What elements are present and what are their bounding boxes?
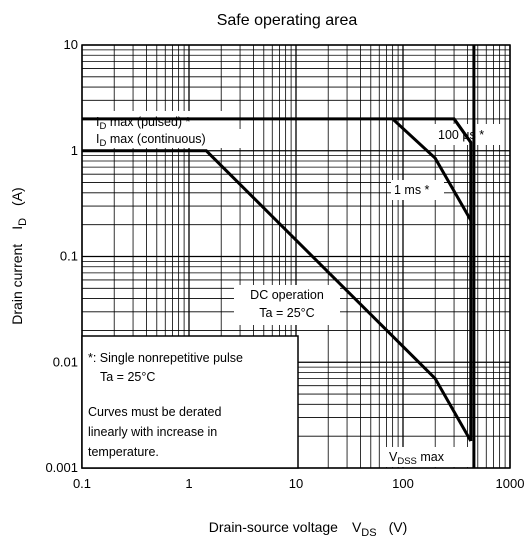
dc-label-box	[234, 285, 340, 325]
x-tick-label: 100	[392, 476, 414, 491]
x-tick-label: 10	[289, 476, 303, 491]
note-line-3: Curves must be derated	[88, 405, 221, 419]
note-line-1: *: Single nonrepetitive pulse	[88, 351, 243, 365]
series-line-1-ms	[391, 117, 473, 222]
pulsed-label-box	[88, 111, 228, 131]
dc-label-line1: DC operation	[250, 288, 324, 302]
y-tick-label: 0.001	[45, 460, 78, 475]
1ms-label-box	[391, 180, 444, 200]
note-line-5: temperature.	[88, 445, 159, 459]
note-line-4: linearly with increase in	[88, 425, 217, 439]
continuous-label: ID max (continuous)	[96, 132, 206, 149]
x-axis-label: Drain-source voltage VDS (V)	[209, 519, 407, 539]
x-tick-labels: 0.1 1 10 100 1000	[73, 476, 525, 491]
note-box-frame	[81, 335, 299, 469]
vdss-label-box	[385, 447, 471, 467]
note-box: *: Single nonrepetitive pulse Ta = 25°C …	[81, 335, 299, 469]
continuous-label-box	[88, 129, 242, 148]
chart-title: Safe operating area	[217, 12, 358, 29]
series-lines	[82, 45, 476, 468]
100us-label-box	[432, 124, 504, 145]
vdss-label: VDSS max	[389, 450, 445, 467]
y-tick-label: 10	[64, 37, 78, 52]
1ms-label: 1 ms *	[394, 183, 430, 197]
x-tick-label: 0.1	[73, 476, 91, 491]
y-tick-label: 1	[71, 143, 78, 158]
note-line-2: Ta = 25°C	[100, 370, 155, 384]
dc-label-line2: Ta = 25°C	[259, 306, 314, 320]
x-tick-label: 1	[185, 476, 192, 491]
y-axis-label: Drain currentID(A)	[9, 187, 29, 324]
x-tick-label: 1000	[496, 476, 525, 491]
series-line-100-s	[452, 118, 473, 144]
annotations: ID max (pulsed) * ID max (continuous) 10…	[88, 111, 504, 467]
y-tick-labels: 10 1 0.1 0.01 0.001	[45, 37, 78, 475]
y-tick-label: 0.1	[60, 249, 78, 264]
y-tick-label: 0.01	[53, 354, 78, 369]
series-line-dc-operation	[82, 149, 473, 442]
